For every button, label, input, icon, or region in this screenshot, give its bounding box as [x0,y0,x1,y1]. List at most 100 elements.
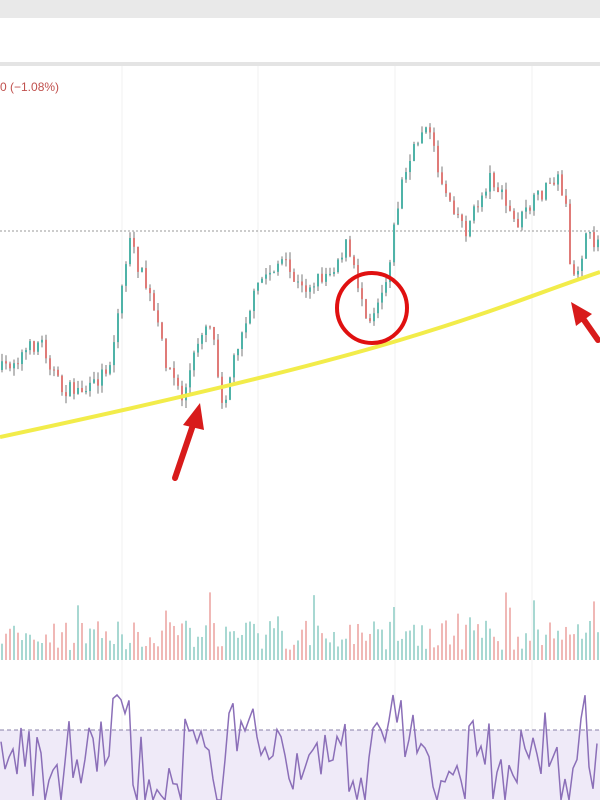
volume-bar [5,633,7,660]
candle [5,361,7,364]
volume-bar [473,630,475,660]
candle [245,323,247,333]
volume-bar [477,624,479,660]
volume-bar [57,647,59,660]
volume-bar [105,631,107,660]
candle [45,339,47,359]
candle [481,195,483,208]
volume-bar [521,648,523,660]
volume-bar [573,634,575,660]
candle [401,179,403,209]
price-change: 0 (−1.08%) [0,80,59,94]
candle [9,363,11,369]
candle [333,272,335,274]
candle [581,258,583,271]
candle [381,292,383,303]
candle [217,339,219,377]
volume-bar [77,605,79,660]
candle [213,327,215,340]
candle [373,313,375,322]
candle [1,361,3,370]
volume-bar [289,649,291,660]
volume [1,592,599,660]
volume-bar [337,646,339,660]
candle [509,205,511,211]
volume-bar [49,642,51,660]
candle [565,195,567,204]
candle [21,352,23,365]
candle [521,211,523,228]
candle [277,263,279,272]
candle [289,259,291,272]
volume-bar [505,592,507,660]
volume-bar [153,643,155,660]
volume-bar [205,625,207,660]
candle [125,264,127,286]
candle [33,341,35,352]
candle [177,377,179,386]
volume-bar [565,626,567,660]
volume-bar [285,648,287,660]
candle [149,288,151,294]
volume-bar [209,592,211,660]
volume-bar [345,638,347,660]
candle [205,326,207,335]
volume-bar [369,633,371,660]
candle [337,259,339,273]
volume-bar [17,632,19,660]
volume-bar [29,634,31,660]
volume-bar [257,633,259,660]
volume-bar [409,630,411,660]
candle [305,285,307,292]
volume-bar [401,638,403,660]
candle [573,264,575,275]
candle [169,367,171,369]
volume-bar [245,622,247,660]
volume-bar [117,621,119,660]
volume-bar [489,628,491,660]
candle [201,334,203,344]
volume-bar [269,621,271,660]
candle [557,174,559,185]
candle [477,206,479,208]
volume-bar [225,626,227,660]
rsi-band [0,730,600,800]
candle [153,293,155,311]
candle [269,272,271,275]
candle [533,194,535,211]
volume-bar [329,642,331,660]
volume-bar [157,646,159,660]
highlight-circle [335,271,409,345]
volume-bar [141,646,143,660]
volume-bar [445,620,447,660]
volume-bar [21,640,23,660]
candle [157,310,159,323]
volume-bar [449,644,451,660]
volume-bar [465,624,467,660]
candle [341,257,343,260]
candle [365,299,367,319]
volume-bar [177,635,179,660]
volume-bar [457,613,459,660]
candle [233,355,235,378]
candle [265,274,267,279]
candle [441,172,443,184]
candle [393,224,395,263]
volume-bar [185,620,187,660]
volume-bar [85,643,87,660]
volume-bar [545,634,547,660]
volume-bar [125,649,127,660]
candle [189,370,191,388]
volume-bar [585,632,587,660]
volume-bar [553,638,555,660]
volume-bar [441,623,443,660]
candle [345,239,347,258]
candle [225,399,227,403]
volume-bar [41,643,43,660]
volume-bar [593,601,595,660]
volume-bar [109,640,111,660]
volume-bar [309,645,311,660]
candle [433,132,435,146]
candle [569,203,571,265]
